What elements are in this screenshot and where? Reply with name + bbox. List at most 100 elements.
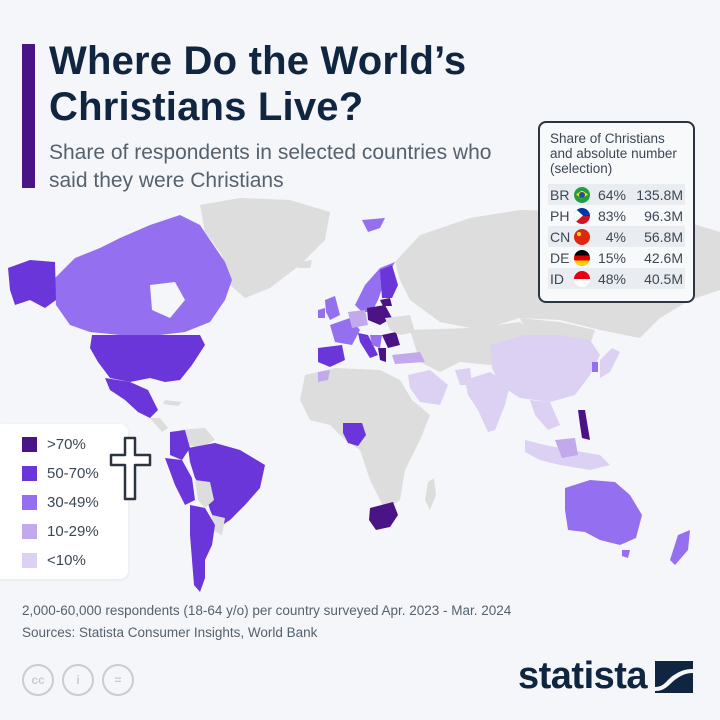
page-title: Where Do the World’s Christians Live? (49, 39, 467, 129)
legend-label: 10-29% (47, 523, 99, 540)
brand-wordmark: statista (518, 655, 648, 697)
cross-icon (109, 436, 152, 501)
region-africa (300, 368, 430, 510)
info-row-br: BR 64% 135.8M (548, 184, 685, 205)
page-subtitle: Share of respondents in selected countri… (49, 141, 492, 192)
survey-note: 2,000-60,000 respondents (18-64 y/o) per… (22, 603, 512, 618)
region-japan (600, 348, 620, 378)
legend-swatch (22, 437, 37, 452)
cc-icon[interactable]: cc (22, 664, 54, 696)
region-balkans (370, 335, 382, 348)
region-eastern-europe (385, 315, 415, 335)
region-greenland (200, 198, 330, 298)
region-borneo (555, 438, 578, 458)
region-new-zealand (670, 530, 690, 565)
region-paraguay-uruguay (212, 515, 225, 535)
title-accent-bar (22, 44, 35, 188)
country-code: ID (550, 270, 564, 287)
region-bolivia (195, 480, 214, 508)
legend-item-over-70: >70% (22, 436, 86, 453)
selection-info-box: Share of Christians and absolute number … (538, 121, 695, 303)
region-madagascar (425, 478, 436, 510)
region-cuba (163, 400, 182, 406)
region-nigeria (343, 423, 366, 446)
country-code: PH (550, 207, 570, 224)
region-finland (380, 265, 398, 298)
region-tasmania (622, 550, 630, 558)
statista-brand[interactable]: statista (518, 655, 694, 698)
germany-flag-icon (574, 249, 590, 266)
info-row-de: DE 15% 42.6M (548, 247, 685, 268)
region-argentina-chile (190, 505, 215, 592)
absolute-value: 40.5M (644, 270, 683, 287)
legend-swatch (22, 466, 37, 481)
region-germany (348, 310, 368, 328)
region-mexico (105, 378, 158, 418)
absolute-value: 135.8M (636, 186, 683, 203)
region-south-africa (369, 502, 398, 530)
no-derivatives-icon[interactable]: = (102, 664, 134, 696)
map-legend: >70% 50-70% 30-49% 10-29% <10% (0, 424, 128, 579)
legend-item-30-49: 30-49% (22, 494, 99, 511)
country-code: BR (550, 186, 570, 203)
region-brazil (188, 443, 265, 528)
region-ireland (318, 308, 325, 318)
share-value: 83% (597, 207, 626, 224)
statista-logo-icon (655, 660, 694, 693)
legend-swatch (22, 524, 37, 539)
region-turkey (392, 352, 425, 364)
legend-item-under-10: <10% (22, 552, 86, 569)
region-alaska (8, 260, 56, 308)
region-hudson-bay (150, 282, 185, 318)
legend-label: <10% (47, 552, 86, 569)
region-korea (592, 362, 598, 372)
info-row-ph: PH 83% 96.3M (548, 205, 685, 226)
sources-note: Sources: Statista Consumer Insights, Wor… (22, 625, 318, 640)
region-saudi-arabia (408, 370, 448, 405)
license-icons: cc i = (22, 664, 134, 696)
country-code: DE (550, 249, 570, 266)
region-venezuela (180, 428, 215, 448)
absolute-value: 56.8M (644, 228, 683, 245)
region-colombia (170, 430, 190, 460)
region-uk (325, 296, 340, 320)
region-canada (55, 215, 232, 335)
philippines-flag-icon (574, 207, 590, 224)
region-baltics (380, 298, 392, 306)
legend-swatch (22, 495, 37, 510)
region-australia (565, 480, 642, 545)
region-iceland (298, 260, 312, 268)
legend-label: 30-49% (47, 494, 99, 511)
region-italy (358, 333, 378, 358)
region-morocco (318, 370, 330, 382)
brazil-flag-icon (574, 186, 590, 203)
share-value: 64% (597, 186, 626, 203)
legend-label: >70% (47, 436, 86, 453)
china-flag-icon (574, 228, 590, 245)
share-value: 4% (605, 228, 626, 245)
region-central-america (150, 418, 168, 432)
region-spain (318, 345, 345, 367)
attribution-icon[interactable]: i (62, 664, 94, 696)
legend-swatch (22, 553, 37, 568)
indonesia-flag-icon (574, 270, 590, 287)
region-india (465, 372, 510, 432)
country-code: CN (550, 228, 571, 245)
region-southeast-asia (530, 400, 560, 430)
region-peru (165, 458, 195, 505)
absolute-value: 96.3M (644, 207, 683, 224)
region-philippines (578, 410, 590, 440)
footnote: 2,000-60,000 respondents (18-64 y/o) per… (22, 600, 511, 644)
info-box-title: Share of Christians and absolute number … (550, 131, 677, 176)
region-svalbard (362, 218, 385, 232)
region-china (490, 335, 600, 402)
legend-item-10-29: 10-29% (22, 523, 99, 540)
region-romania (382, 332, 400, 348)
absolute-value: 42.6M (644, 249, 683, 266)
region-poland (367, 305, 392, 325)
legend-item-50-70: 50-70% (22, 465, 99, 482)
info-row-id: ID 48% 40.5M (548, 268, 685, 289)
legend-label: 50-70% (47, 465, 99, 482)
region-usa (90, 335, 205, 382)
